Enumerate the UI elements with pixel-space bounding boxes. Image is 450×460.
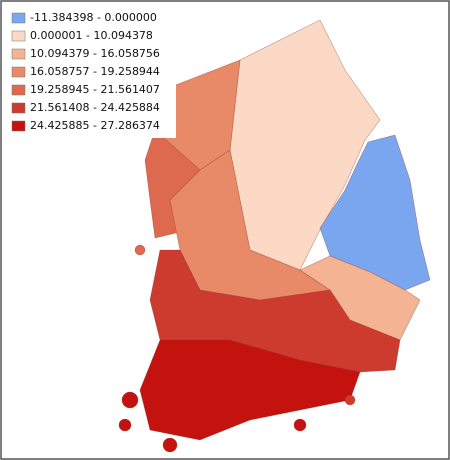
legend-swatch	[11, 12, 26, 24]
island	[121, 391, 139, 409]
legend-swatch	[11, 30, 26, 42]
island	[162, 437, 178, 453]
legend-label: 10.094379 - 16.058756	[30, 47, 160, 60]
legend: -11.384398 - 0.000000 0.000001 - 10.09437…	[6, 6, 176, 138]
legend-label: 16.058757 - 19.258944	[30, 65, 160, 78]
legend-label: 19.258945 - 21.561407	[30, 83, 160, 96]
legend-label: -11.384398 - 0.000000	[30, 11, 157, 24]
legend-swatch	[11, 48, 26, 60]
island	[344, 394, 356, 406]
legend-label: 21.561408 - 24.425884	[30, 101, 160, 114]
legend-label: 24.425885 - 27.286374	[30, 119, 160, 132]
island	[134, 244, 146, 256]
legend-swatch	[11, 66, 26, 78]
legend-swatch	[11, 84, 26, 96]
region	[139, 339, 361, 441]
island	[118, 418, 132, 432]
legend-swatch	[11, 120, 26, 132]
legend-swatch	[11, 102, 26, 114]
island	[293, 418, 307, 432]
legend-box	[6, 6, 176, 138]
legend-label: 0.000001 - 10.094378	[30, 29, 153, 42]
map	[118, 19, 431, 453]
